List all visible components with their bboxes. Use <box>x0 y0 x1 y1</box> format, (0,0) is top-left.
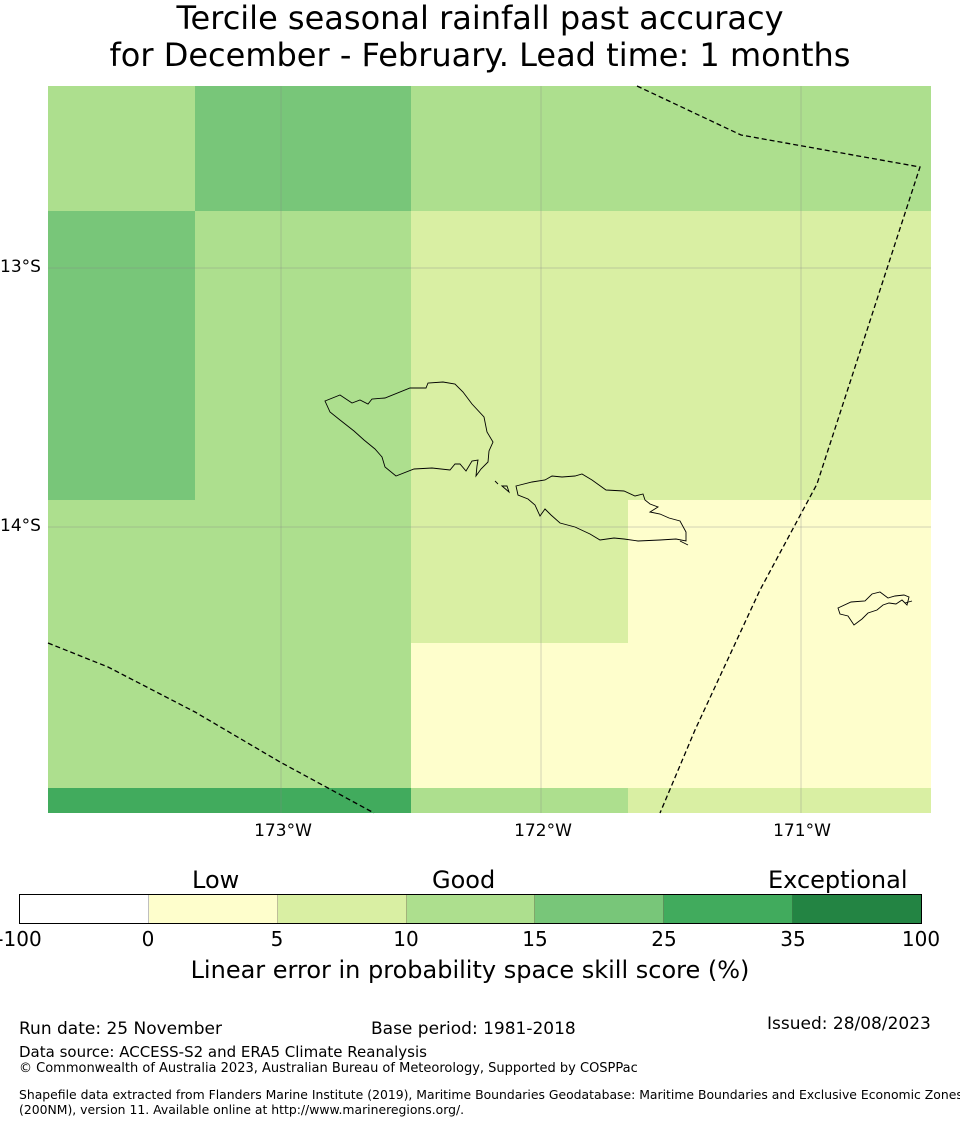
skill-cell-r5-c1 <box>48 643 195 788</box>
lon-label-172w: 172°W <box>514 821 572 841</box>
skill-cell-r1-c1 <box>48 86 195 211</box>
issued-date: Issued: 28/08/2023 <box>767 1014 931 1034</box>
run-date: Run date: 25 November <box>19 1019 222 1039</box>
colorbar-segment-5 <box>535 895 665 923</box>
title-line-2: for December - February. Lead time: 1 mo… <box>109 36 851 74</box>
data-source: Data source: ACCESS-S2 and ERA5 Climate … <box>19 1043 427 1061</box>
skill-cell-r1-c2 <box>195 86 281 211</box>
colorbar-segment-2 <box>148 895 278 923</box>
skill-cell-r2-c4 <box>411 211 628 356</box>
savaii-island <box>324 381 494 478</box>
skill-cell-r2-c3 <box>281 211 411 356</box>
tutuila-island <box>837 591 910 626</box>
skill-cell-r4-c4 <box>411 500 628 643</box>
colorbar-tick-6: 25 <box>651 927 677 951</box>
manono-islet <box>500 485 510 494</box>
skill-cell-r3-c2 <box>195 356 281 500</box>
colorbar-title: Linear error in probability space skill … <box>190 956 750 984</box>
skill-cell-r6-c5 <box>628 788 844 813</box>
skill-cell-r3-c4 <box>411 356 628 500</box>
coastlines <box>324 381 913 626</box>
colorbar-tick-8: 100 <box>901 927 941 951</box>
upolu-tip <box>679 540 689 546</box>
skill-cell-r6-c3 <box>281 788 411 813</box>
colorbar-tick-3: 5 <box>270 927 284 951</box>
skill-cell-r1-c6 <box>844 86 931 211</box>
category-exceptional: Exceptional <box>768 866 908 894</box>
skill-cell-r5-c2 <box>195 643 281 788</box>
skill-cell-r4-c3 <box>281 500 411 643</box>
shapefile-credit-line-1: Shapefile data extracted from Flanders M… <box>19 1087 960 1102</box>
colorbar-tick-4: 10 <box>393 927 419 951</box>
skill-cell-r2-c1 <box>48 211 195 356</box>
colorbar-segment-3 <box>277 895 407 923</box>
skill-cell-r3-c3 <box>281 356 411 500</box>
category-low: Low <box>192 866 240 894</box>
title-line-1: Tercile seasonal rainfall past accuracy <box>176 0 784 37</box>
maritime-boundaries <box>47 85 921 814</box>
chart-title: Tercile seasonal rainfall past accuracy … <box>0 0 960 74</box>
colorbar-segment-6 <box>664 895 794 923</box>
skill-cell-r1-c3 <box>281 86 411 211</box>
skill-cell-r6-c2 <box>195 788 281 813</box>
colorbar-segment-1 <box>20 895 149 923</box>
upolu-island <box>515 473 687 542</box>
colorbar-tick-5: 15 <box>522 927 548 951</box>
skill-cell-r4-c1 <box>48 500 195 643</box>
colorbar-segment-4 <box>406 895 536 923</box>
gridlines <box>48 86 931 813</box>
skill-map <box>47 85 931 814</box>
skill-cells <box>48 86 931 813</box>
skill-cell-r4-c6 <box>844 500 931 643</box>
eez-boundary-north <box>636 85 921 814</box>
skill-cell-r3-c5 <box>628 356 844 500</box>
colorbar <box>19 894 922 924</box>
skill-cell-r3-c6 <box>844 356 931 500</box>
skill-cell-r2-c6 <box>844 211 931 356</box>
colorbar-tick-2: 0 <box>141 927 155 951</box>
skill-cell-r6-c6 <box>844 788 931 813</box>
skill-cell-r5-c6 <box>844 643 931 788</box>
skill-cell-r6-c1 <box>48 788 195 813</box>
base-period: Base period: 1981-2018 <box>371 1019 576 1039</box>
skill-cell-r3-c1 <box>48 356 195 500</box>
lon-label-173w: 173°W <box>254 821 312 841</box>
tutuila-tip <box>904 600 913 604</box>
skill-cell-r4-c2 <box>195 500 281 643</box>
skill-cell-r5-c3 <box>281 643 411 788</box>
skill-cell-r2-c2 <box>195 211 281 356</box>
skill-cell-r6-c4 <box>411 788 628 813</box>
apolima-islet <box>494 480 499 485</box>
copyright: © Commonwealth of Australia 2023, Austra… <box>19 1061 638 1076</box>
eez-boundary-southwest <box>47 642 375 814</box>
skill-cell-r5-c4 <box>411 643 628 788</box>
skill-cell-r2-c5 <box>628 211 844 356</box>
skill-cell-r4-c5 <box>628 500 844 643</box>
lat-label-14s: 14°S <box>0 516 41 536</box>
category-good: Good <box>432 866 496 894</box>
colorbar-tick-7: 35 <box>780 927 806 951</box>
skill-cell-r1-c5 <box>628 86 844 211</box>
colorbar-segment-7 <box>793 895 922 923</box>
colorbar-tick-1: -100 <box>0 927 42 951</box>
shapefile-credit-line-2: (200NM), version 11. Available online at… <box>19 1102 465 1117</box>
lat-label-13s: 13°S <box>0 257 41 277</box>
skill-cell-r5-c5 <box>628 643 844 788</box>
skill-cell-r1-c4 <box>411 86 628 211</box>
lon-label-171w: 171°W <box>773 821 831 841</box>
